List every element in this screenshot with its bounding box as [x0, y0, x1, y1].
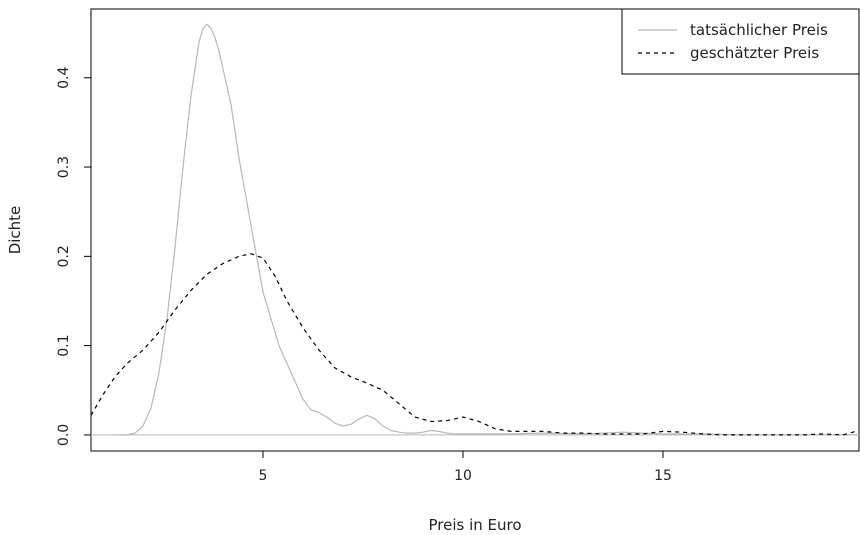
legend: tatsächlicher Preis geschätzter Preis [621, 8, 860, 75]
series-line-0 [119, 23, 859, 436]
y-axis: 0.0 0.1 0.2 0.3 0.4 [56, 67, 91, 446]
x-tick-label: 15 [654, 468, 672, 484]
y-axis-label: Dichte [6, 206, 24, 255]
y-tick-label: 0.2 [56, 245, 72, 267]
x-axis-label: Preis in Euro [428, 516, 521, 534]
plot-frame [90, 8, 860, 452]
x-tick-label: 5 [259, 468, 268, 484]
legend-label-estimated: geschätzter Preis [690, 44, 819, 62]
y-tick-label: 0.0 [56, 424, 72, 446]
legend-box [621, 8, 860, 75]
y-tick-label: 0.3 [56, 156, 72, 178]
series-line-1 [90, 253, 860, 436]
x-axis: 5 10 15 [259, 451, 672, 484]
y-tick-label: 0.4 [56, 67, 72, 89]
y-tick-label: 0.1 [56, 335, 72, 357]
x-tick-label: 10 [454, 468, 472, 484]
legend-label-actual: tatsächlicher Preis [690, 21, 828, 39]
series-layer [90, 23, 860, 436]
